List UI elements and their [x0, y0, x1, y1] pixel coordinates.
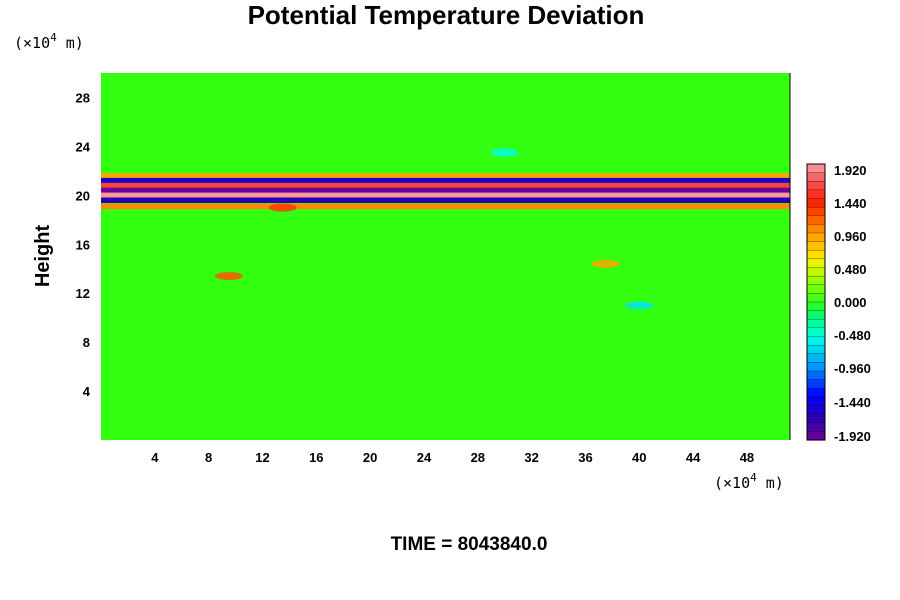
colorbar-segment	[806, 319, 826, 329]
chart-title: Potential Temperature Deviation	[248, 0, 645, 30]
colorbar-segment	[806, 422, 826, 432]
y-tick-label: 16	[76, 237, 90, 252]
x-tick-label: 4	[151, 450, 159, 465]
x-tick-label: 36	[578, 450, 592, 465]
field-anomaly	[214, 272, 243, 281]
field-band	[101, 182, 790, 189]
colorbar-segment	[806, 396, 826, 407]
colorbar-segment	[806, 431, 826, 441]
colorbar-segment	[806, 163, 826, 174]
colorbar-segment	[806, 344, 826, 355]
field-anomaly	[591, 259, 620, 268]
field-band	[101, 197, 790, 203]
y-tick-label: 28	[76, 90, 90, 105]
x-tick-label: 20	[363, 450, 377, 465]
colorbar-segment	[806, 215, 826, 225]
colorbar-segment	[806, 293, 826, 303]
y-tick-label: 20	[76, 188, 90, 203]
field-layer	[101, 148, 790, 310]
field-band	[101, 173, 790, 179]
colorbar	[806, 163, 826, 441]
colorbar-segment	[806, 189, 826, 200]
x-tick-label: 32	[524, 450, 538, 465]
colorbar-segment	[806, 258, 826, 269]
field-background	[101, 73, 790, 440]
colorbar-segment	[806, 301, 826, 312]
y-tick-label: 4	[83, 384, 91, 399]
colorbar-label: -0.960	[834, 361, 871, 376]
colorbar-segment	[806, 413, 826, 424]
colorbar-segment	[806, 405, 826, 415]
colorbar-segment	[806, 232, 826, 243]
colorbar-segment	[806, 275, 826, 286]
x-tick-label: 16	[309, 450, 323, 465]
colorbar-segment	[806, 206, 826, 217]
x-tick-label: 28	[471, 450, 485, 465]
field-band	[101, 187, 790, 194]
colorbar-labels: 1.920 1.440 0.960 0.480 0.000 -0.480 -0.960 -1.…	[834, 163, 871, 444]
colorbar-segment	[806, 388, 826, 398]
colorbar-label: 1.440	[834, 196, 867, 211]
heatmap-plot-area	[101, 73, 790, 440]
colorbar-segment	[806, 198, 826, 208]
colorbar-frame	[806, 163, 826, 441]
colorbar-label: -1.920	[834, 429, 871, 444]
colorbar-segment	[806, 379, 826, 389]
colorbar-segment	[806, 181, 826, 191]
x-tick-label: 48	[740, 450, 754, 465]
colorbar-segment	[806, 327, 826, 338]
colorbar-segment	[806, 172, 826, 182]
colorbar-segment	[806, 310, 826, 320]
x-axis-unit: (×104 m)	[714, 471, 784, 492]
y-axis-unit: (×104 m)	[14, 31, 84, 52]
colorbar-segment	[806, 250, 826, 260]
colorbar-label: 0.000	[834, 295, 867, 310]
colorbar-segment	[806, 353, 826, 363]
x-tick-label: 8	[205, 450, 212, 465]
colorbar-label: -1.440	[834, 395, 871, 410]
y-tick-label: 24	[76, 139, 91, 154]
y-tick-label: 12	[76, 286, 90, 301]
colorbar-segment	[806, 224, 826, 234]
field-anomaly	[625, 301, 654, 310]
colorbar-label: 0.960	[834, 229, 867, 244]
colorbar-segment	[806, 336, 826, 346]
x-tick-label: 12	[255, 450, 269, 465]
colorbar-segment	[806, 370, 826, 381]
colorbar-segment	[806, 362, 826, 372]
colorbar-segment	[806, 267, 826, 277]
y-tick-label: 8	[83, 335, 90, 350]
field-anomaly	[268, 203, 297, 212]
y-tick-labels: 4 8 12 16 20 24 28	[76, 90, 91, 399]
colorbar-segment	[806, 241, 826, 251]
colorbar-label: 0.480	[834, 262, 867, 277]
field-anomaly	[490, 148, 519, 157]
x-tick-label: 24	[417, 450, 432, 465]
x-tick-label: 40	[632, 450, 646, 465]
field-band	[101, 177, 790, 184]
field-band	[101, 203, 790, 210]
y-axis-label: Height	[32, 225, 54, 288]
field-band	[101, 192, 790, 199]
time-label: TIME = 8043840.0	[391, 534, 548, 555]
x-tick-labels: 4 8 12 16 20 24 28 32 36 40 44 48	[151, 450, 754, 465]
colorbar-segment	[806, 284, 826, 294]
colorbar-label: -0.480	[834, 328, 871, 343]
colorbar-label: 1.920	[834, 163, 867, 178]
x-tick-label: 44	[686, 450, 701, 465]
